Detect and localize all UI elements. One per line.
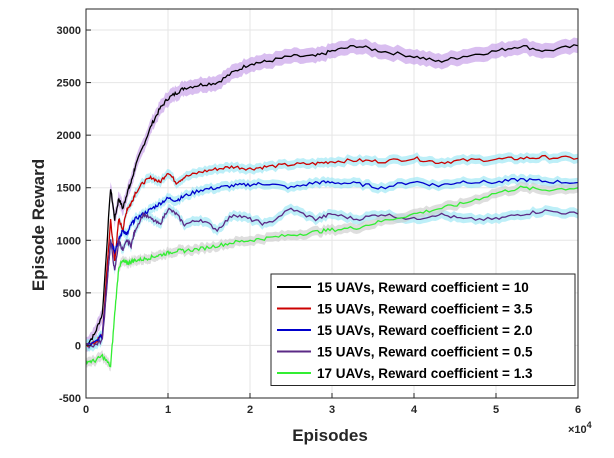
x-ticks: 0 1 2 3 4 5 6 <box>83 393 581 416</box>
x-tick-label: 2 <box>247 404 253 416</box>
x-tick-label: 6 <box>575 404 581 416</box>
x-tick-label: 0 <box>83 404 89 416</box>
x-tick-label: 5 <box>493 404 499 416</box>
series-band <box>86 203 578 353</box>
series-line <box>85 44 579 346</box>
legend-entry: 15 UAVs, Reward coefficient = 10 <box>317 280 529 295</box>
x-tick-label: 4 <box>411 404 418 416</box>
x-tick-label: 1 <box>165 404 171 416</box>
x-tick-label: 3 <box>329 404 335 416</box>
x-multiplier-exponent: 4 <box>587 420 592 430</box>
y-tick-label: 0 <box>75 340 81 352</box>
y-tick-label: 2000 <box>57 130 81 142</box>
legend: 15 UAVs, Reward coefficient = 10 15 UAVs,… <box>270 273 576 386</box>
y-tick-label: 1000 <box>57 235 81 247</box>
series-line <box>85 154 579 348</box>
y-tick-label: 1500 <box>57 183 81 195</box>
legend-entry: 15 UAVs, Reward coefficient = 3.5 <box>317 302 533 317</box>
series-line <box>85 207 579 350</box>
series-line <box>85 185 579 368</box>
x-multiplier: ×104 <box>568 420 592 436</box>
confidence-bands <box>86 37 578 372</box>
legend-entry: 17 UAVs, Reward coefficient = 1.3 <box>317 366 533 381</box>
legend-entry: 15 UAVs, Reward coefficient = 2.0 <box>317 323 532 338</box>
y-tick-label: 2500 <box>57 78 81 90</box>
y-axis-label: Episode Reward <box>29 159 48 291</box>
series-lines <box>85 44 579 368</box>
x-multiplier-base: ×10 <box>568 424 587 436</box>
y-tick-label: -500 <box>59 393 81 405</box>
y-tick-label: 3000 <box>57 25 81 37</box>
y-ticks: -500 0 500 1000 1500 2000 2500 3000 <box>57 25 91 405</box>
legend-box <box>270 273 576 386</box>
legend-entry: 15 UAVs, Reward coefficient = 0.5 <box>317 345 533 360</box>
x-axis-label: Episodes <box>292 426 368 445</box>
y-tick-label: 500 <box>63 288 81 300</box>
series-line <box>85 177 579 347</box>
